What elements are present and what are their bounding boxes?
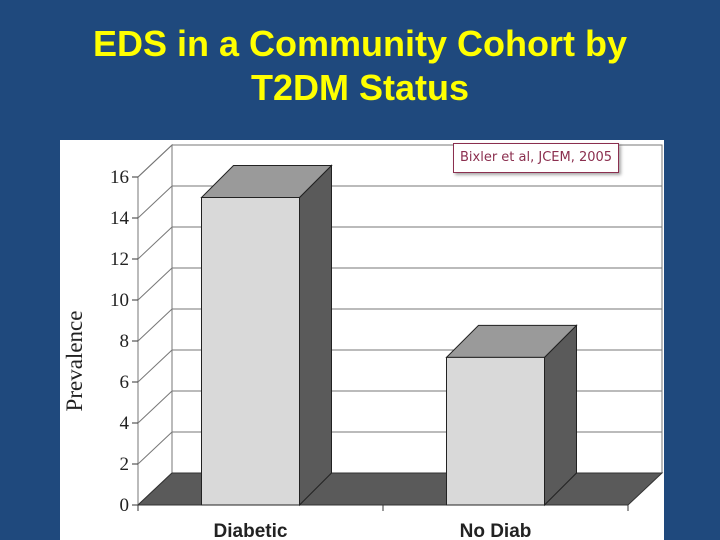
- slide-title: EDS in a Community Cohort by T2DM Status: [0, 22, 720, 110]
- y-axis-title: Prevalence: [62, 311, 87, 412]
- slide-title-line-1: EDS in a Community Cohort by: [92, 23, 628, 64]
- chart-panel: 0 2 4 6 8 10 12 14 16 Diabetic No Diab Prevalence: [60, 140, 664, 540]
- x-category-label: No Diab: [460, 521, 532, 540]
- y-tick-label: 16: [110, 167, 129, 188]
- y-tick-label: 8: [120, 331, 130, 352]
- gridline-diagonal: [137, 349, 173, 383]
- gridline-diagonal: [137, 308, 173, 342]
- y-tick-label: 10: [110, 290, 129, 311]
- bar: [201, 197, 300, 506]
- slide-title-line-2: T2DM Status: [250, 67, 470, 108]
- y-tick-label: 4: [120, 413, 130, 434]
- gridline-diagonal: [137, 431, 173, 465]
- bar-chart: 0 2 4 6 8 10 12 14 16 Diabetic No Diab Prevalence: [62, 143, 664, 540]
- gridline-diagonal: [137, 144, 173, 178]
- gridline-diagonal: [137, 390, 173, 424]
- gridline-diagonal: [137, 226, 173, 260]
- y-tick-label: 6: [120, 372, 130, 393]
- bar: [446, 356, 545, 506]
- gridline-diagonal: [137, 267, 173, 301]
- bar-side: [299, 164, 332, 507]
- y-tick-label: 0: [120, 495, 130, 516]
- y-tick-label: 12: [110, 249, 129, 270]
- y-tick-label: 14: [110, 208, 130, 229]
- y-tick-label: 2: [120, 454, 130, 475]
- x-category-label: Diabetic: [214, 521, 288, 540]
- citation-box: Bixler et al, JCEM, 2005: [453, 143, 620, 173]
- gridline-diagonal: [137, 185, 173, 219]
